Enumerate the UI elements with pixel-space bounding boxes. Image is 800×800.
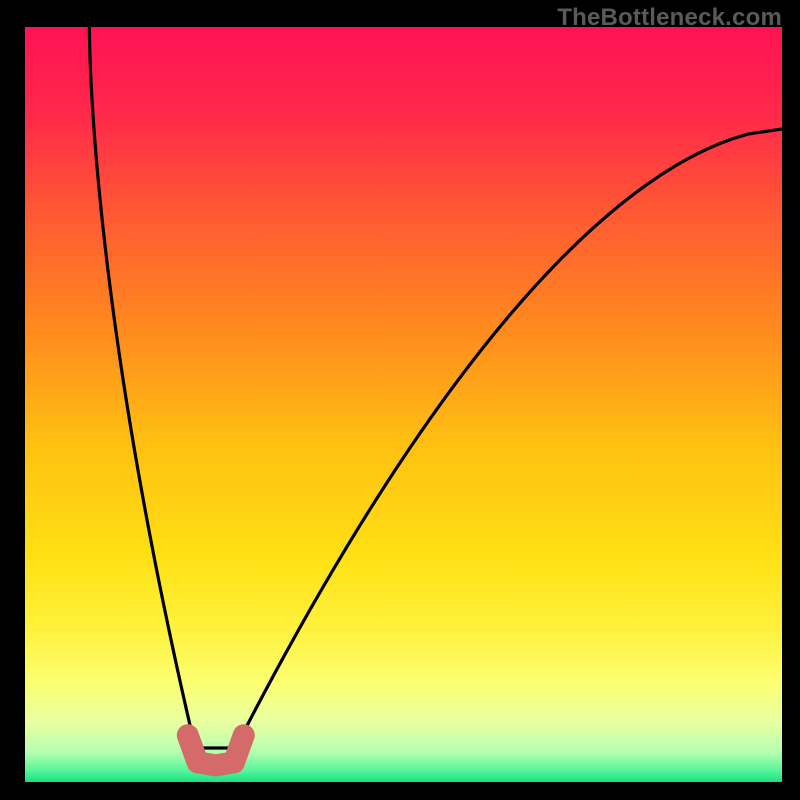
- chart-background: [25, 27, 782, 782]
- bottleneck-curve-chart: [0, 0, 800, 800]
- chart-container: TheBottleneck.com: [0, 0, 800, 800]
